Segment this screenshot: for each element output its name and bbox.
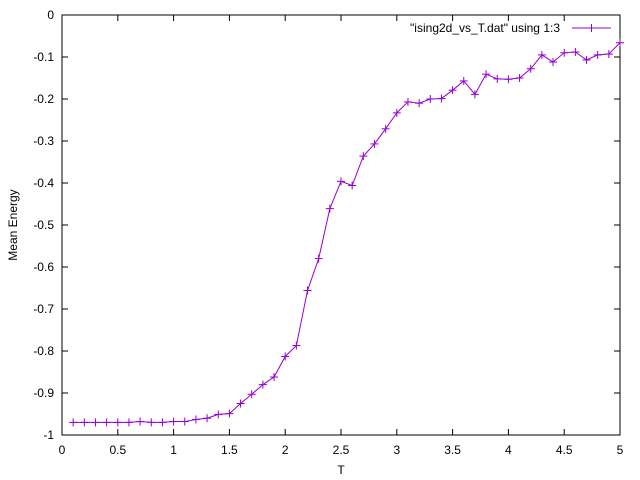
data-point bbox=[102, 418, 111, 427]
data-point bbox=[392, 108, 401, 117]
x-tick-label: 1.5 bbox=[221, 443, 238, 457]
data-point bbox=[403, 97, 412, 106]
data-point bbox=[136, 417, 145, 426]
data-point bbox=[225, 409, 234, 418]
data-point bbox=[470, 90, 479, 99]
data-point bbox=[437, 94, 446, 103]
legend-marker bbox=[587, 24, 596, 32]
data-point bbox=[292, 341, 301, 350]
data-point bbox=[582, 55, 591, 64]
data-point bbox=[381, 124, 390, 133]
data-point bbox=[493, 74, 502, 83]
data-point bbox=[80, 418, 89, 427]
data-point bbox=[113, 418, 122, 427]
data-point bbox=[258, 380, 267, 389]
data-point bbox=[604, 50, 613, 59]
x-tick-label: 3 bbox=[393, 443, 400, 457]
data-point bbox=[560, 48, 569, 57]
x-tick-label: 0 bbox=[59, 443, 66, 457]
data-point bbox=[448, 86, 457, 95]
legend-label: "ising2d_vs_T.dat" using 1:3 bbox=[410, 21, 560, 35]
data-point bbox=[482, 70, 491, 79]
x-tick-label: 1 bbox=[170, 443, 177, 457]
data-point bbox=[281, 352, 290, 361]
x-tick-label: 5 bbox=[617, 443, 624, 457]
data-point bbox=[124, 418, 133, 427]
data-point bbox=[593, 50, 602, 59]
y-tick-label: -0.6 bbox=[33, 260, 54, 274]
data-point bbox=[415, 99, 424, 108]
data-point bbox=[616, 38, 624, 47]
data-point bbox=[515, 74, 524, 82]
x-tick-label: 4.5 bbox=[556, 443, 573, 457]
data-point bbox=[314, 254, 323, 263]
data-point bbox=[147, 418, 156, 427]
y-tick-label: -0.8 bbox=[33, 344, 54, 358]
data-point bbox=[359, 152, 368, 161]
data-point bbox=[270, 373, 279, 382]
data-point bbox=[537, 50, 546, 59]
data-point bbox=[571, 47, 580, 56]
data-point bbox=[370, 139, 379, 148]
data-point bbox=[426, 95, 435, 103]
data-point bbox=[203, 414, 212, 423]
y-tick-label: -0.1 bbox=[33, 50, 54, 64]
data-point bbox=[325, 204, 334, 213]
y-tick-label: -0.4 bbox=[33, 176, 54, 190]
x-axis-ticks: 0 0.5 1 1.5 2 2.5 3 3.5 4 4.5 5 bbox=[59, 15, 624, 457]
y-tick-label: -0.5 bbox=[33, 218, 54, 232]
x-tick-label: 4 bbox=[505, 443, 512, 457]
x-tick-label: 0.5 bbox=[109, 443, 126, 457]
data-point bbox=[348, 181, 357, 190]
y-axis-ticks: 0 -0.1 -0.2 -0.3 -0.4 -0.5 -0.6 -0.7 -0.8 -0.9 -1 bbox=[33, 8, 620, 442]
y-tick-label: -0.7 bbox=[33, 302, 54, 316]
legend: "ising2d_vs_T.dat" using 1:3 bbox=[410, 21, 611, 35]
data-point bbox=[247, 390, 256, 399]
data-point bbox=[158, 418, 167, 427]
x-tick-label: 2.5 bbox=[333, 443, 350, 457]
data-point bbox=[69, 418, 78, 427]
y-tick-label: -1 bbox=[43, 428, 54, 442]
x-axis-label: T bbox=[337, 463, 345, 477]
y-tick-label: -0.2 bbox=[33, 92, 54, 106]
legend-marker-plus bbox=[587, 24, 596, 32]
data-point bbox=[459, 76, 468, 85]
data-point bbox=[549, 58, 558, 67]
y-tick-label: -0.3 bbox=[33, 134, 54, 148]
data-point bbox=[504, 75, 513, 84]
x-tick-label: 3.5 bbox=[444, 443, 461, 457]
data-point bbox=[169, 417, 178, 426]
data-point bbox=[337, 177, 345, 186]
x-tick-label: 2 bbox=[282, 443, 289, 457]
series-layer bbox=[69, 38, 624, 427]
y-tick-label: -0.9 bbox=[33, 386, 54, 400]
data-point bbox=[526, 64, 535, 73]
data-point bbox=[303, 286, 312, 295]
data-point bbox=[180, 417, 189, 426]
data-point bbox=[214, 410, 223, 419]
data-point bbox=[91, 418, 100, 427]
y-tick-label: 0 bbox=[47, 8, 54, 22]
data-point bbox=[191, 415, 200, 424]
y-axis-label: Mean Energy bbox=[6, 189, 20, 260]
data-point bbox=[236, 399, 245, 408]
